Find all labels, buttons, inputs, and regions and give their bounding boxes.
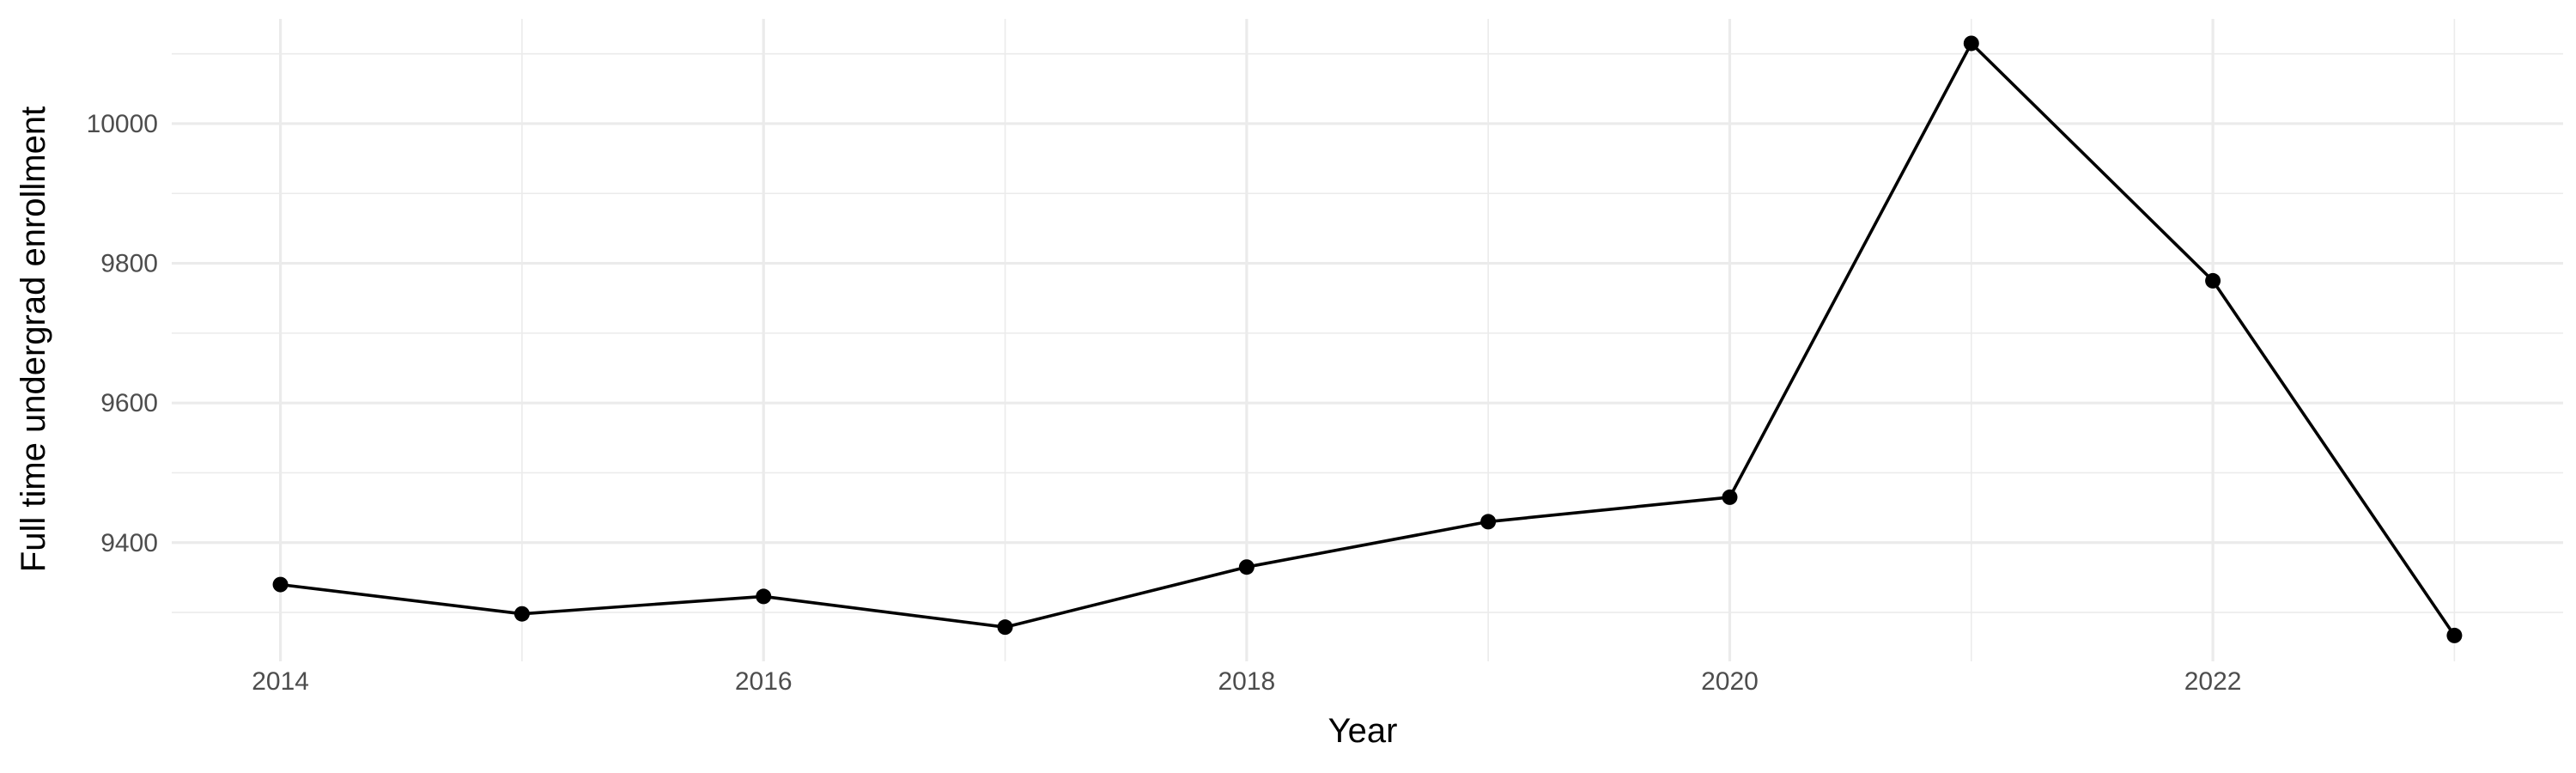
x-tick-label: 2022 [2184,667,2242,696]
y-tick-label: 9600 [100,389,158,417]
data-point [1480,514,1497,530]
data-point [1963,35,1979,52]
x-tick-label: 2016 [735,667,793,696]
x-tick-label: 2018 [1218,667,1275,696]
minor-gridlines [172,19,2563,661]
data-point [513,606,530,622]
data-point [2446,627,2463,643]
y-axis-tick-labels: 9400 9600 9800 10000 [87,110,158,557]
x-tick-label: 2020 [1701,667,1759,696]
data-point [1722,489,1738,505]
x-tick-label: 2014 [252,667,309,696]
data-point [272,576,289,593]
major-gridlines [172,19,2563,661]
x-axis-title: Year [1328,712,1398,750]
y-axis-title: Full time undergrad enrollment [15,107,52,572]
y-tick-label: 10000 [87,110,158,138]
data-point [756,588,772,605]
series-line [280,41,2456,636]
data-point [1238,559,1255,575]
series-group [272,35,2463,643]
data-point [2205,272,2221,289]
x-axis-tick-labels: 2014 2016 2018 2020 2022 [252,667,2241,696]
y-tick-label: 9400 [100,529,158,557]
y-tick-label: 9800 [100,250,158,278]
data-point [997,619,1013,636]
